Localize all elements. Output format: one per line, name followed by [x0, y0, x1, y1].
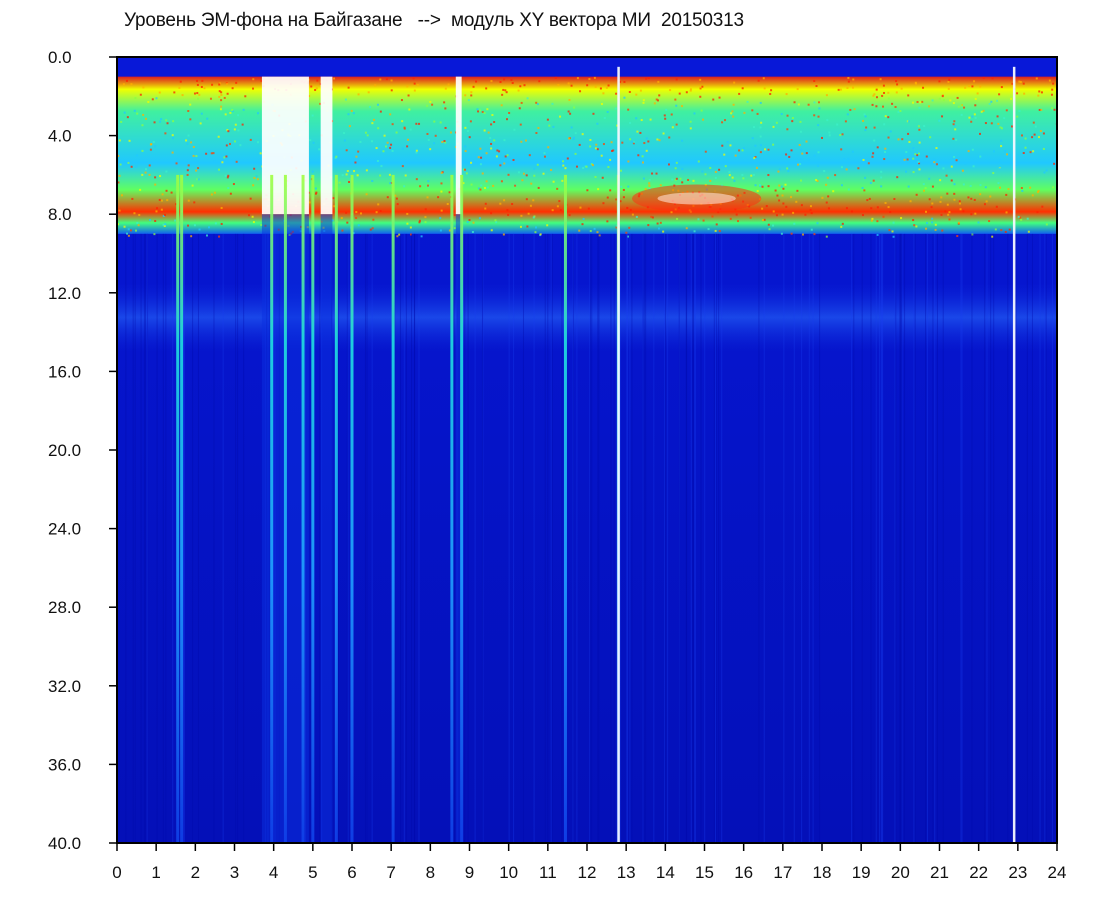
x-tick-label: 4 — [269, 863, 278, 882]
white-line — [1012, 66, 1016, 843]
spike-line — [283, 174, 287, 843]
spike-line — [563, 174, 567, 843]
x-tick-label: 15 — [695, 863, 714, 882]
secondary-band — [117, 282, 1057, 352]
y-tick-label: 12.0 — [48, 284, 81, 303]
x-tick-label: 2 — [191, 863, 200, 882]
plot-area — [116, 56, 1058, 844]
y-tick-label: 8.0 — [48, 205, 72, 224]
band-gap — [455, 76, 462, 215]
band-gap — [320, 76, 333, 215]
x-tick-label: 7 — [386, 863, 395, 882]
x-tick-label: 17 — [773, 863, 792, 882]
x-tick-label: 3 — [230, 863, 239, 882]
x-tick-label: 12 — [578, 863, 597, 882]
spike-line — [180, 174, 184, 843]
x-tick-label: 14 — [656, 863, 675, 882]
y-tick-label: 4.0 — [48, 127, 72, 146]
spike-line — [311, 174, 315, 843]
x-tick-label: 1 — [151, 863, 160, 882]
x-tick-label: 5 — [308, 863, 317, 882]
x-tick-label: 16 — [734, 863, 753, 882]
x-tick-label: 18 — [813, 863, 832, 882]
white-line — [617, 66, 620, 843]
spike-line — [391, 174, 395, 843]
x-tick-label: 10 — [499, 863, 518, 882]
y-tick-label: 32.0 — [48, 677, 81, 696]
spike-line — [460, 174, 464, 843]
x-tick-label: 23 — [1008, 863, 1027, 882]
x-tick-label: 22 — [969, 863, 988, 882]
x-tick-label: 9 — [465, 863, 474, 882]
spike-line — [450, 174, 454, 843]
x-tick-label: 11 — [539, 863, 557, 882]
x-axis: 0 1 2 3 4 5 6 7 8 9 10 11 12 13 14 15 16 17 18 19 20 21 22 23 24 — [112, 843, 1066, 882]
x-tick-label: 8 — [426, 863, 435, 882]
gap-column — [455, 214, 462, 843]
chart-title: Уровень ЭМ-фона на Байгазане --> модуль … — [124, 10, 744, 31]
noise-band — [117, 76, 1057, 234]
spike-line — [334, 174, 338, 843]
hot-spot-core — [657, 192, 736, 205]
x-tick-label: 20 — [891, 863, 910, 882]
spike-line — [270, 174, 274, 843]
x-tick-label: 0 — [112, 863, 121, 882]
x-tick-label: 6 — [347, 863, 356, 882]
y-tick-label: 40.0 — [48, 834, 81, 853]
y-tick-label: 20.0 — [48, 441, 81, 460]
x-tick-label: 13 — [617, 863, 636, 882]
y-tick-label: 16.0 — [48, 362, 81, 381]
x-tick-label: 24 — [1048, 863, 1067, 882]
x-tick-label: 19 — [852, 863, 871, 882]
spike-line — [301, 174, 305, 843]
noise-texture — [117, 76, 1058, 238]
spike-line — [350, 174, 354, 843]
spike-line — [176, 174, 180, 843]
x-tick-label: 21 — [930, 863, 949, 882]
y-tick-label: 24.0 — [48, 520, 81, 539]
y-tick-label: 28.0 — [48, 598, 81, 617]
y-tick-label: 36.0 — [48, 755, 81, 774]
y-tick-label: 0.0 — [48, 48, 72, 67]
gap-column — [320, 214, 333, 843]
y-axis: 0.0 4.0 8.0 12.0 16.0 20.0 24.0 28.0 32.0 36.0 40.… — [48, 48, 117, 853]
